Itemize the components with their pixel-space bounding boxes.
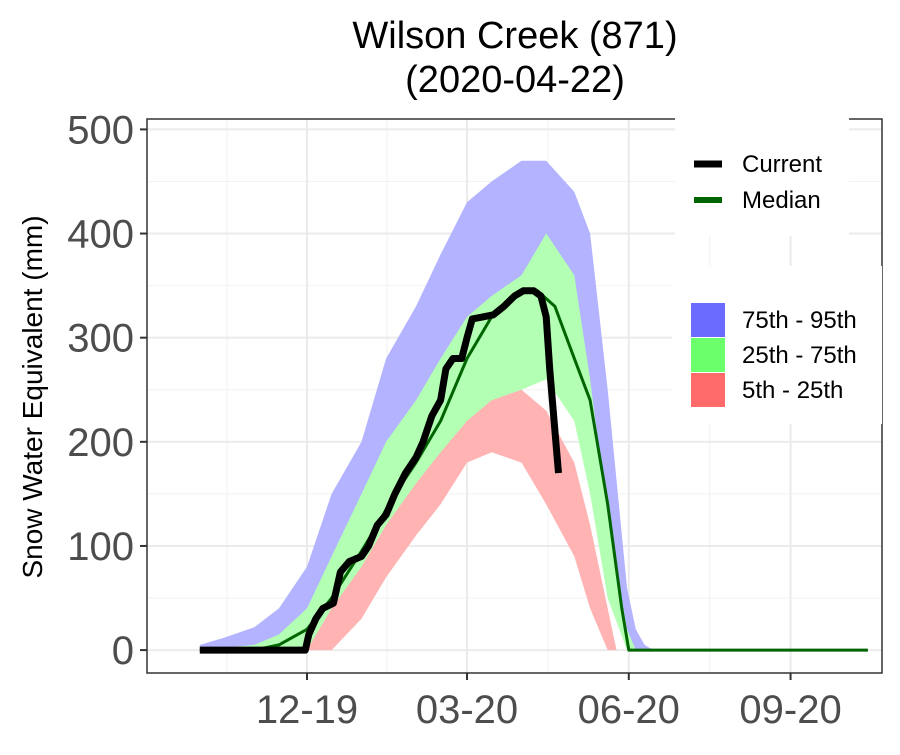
legend-label: Median [742,187,821,214]
chart-subtitle: (2020-04-22) [405,59,625,101]
legend-key-swatch [691,303,725,337]
legend-label: 5th - 25th [742,377,843,404]
legend-lines-background [675,110,849,236]
x-tick-label: 06-20 [578,688,680,732]
y-tick-label: 100 [67,525,134,569]
x-tick-label: 09-20 [739,688,841,732]
chart-title: Wilson Creek (871) [352,15,677,57]
legend-label: 75th - 95th [742,307,857,334]
legend-key-swatch [691,338,725,372]
x-tick-label: 03-20 [416,688,518,732]
band-area-2 [199,233,636,651]
y-tick-label: 400 [67,213,134,257]
x-tick-label: 12-19 [256,688,358,732]
legend-label: Current [742,151,822,178]
legend-key-swatch [691,373,725,407]
y-tick-label: 0 [112,629,134,673]
legend-lines: Current Median [675,110,849,236]
band-area-3 [307,389,617,651]
y-axis-label: Snow Water Equivalent (mm) [17,215,48,578]
y-tick-label: 500 [67,108,134,152]
legend-bands: 75th - 95th 25th - 75th 5th - 25th [672,266,882,424]
legend-label: 25th - 75th [742,342,857,369]
series-line-2 [199,287,562,654]
y-tick-label: 300 [67,317,134,361]
y-tick-label: 200 [67,421,134,465]
